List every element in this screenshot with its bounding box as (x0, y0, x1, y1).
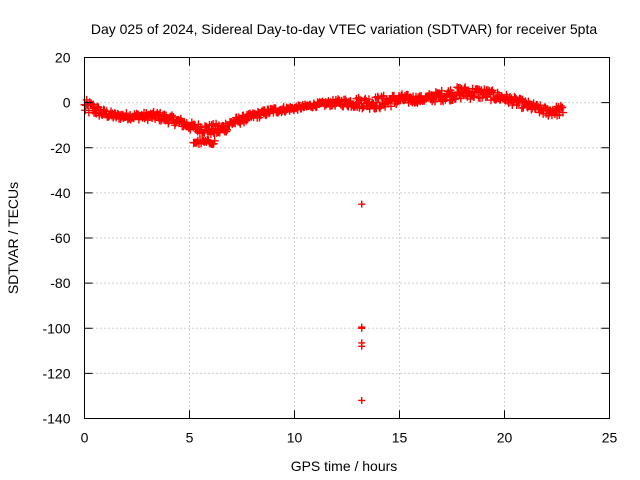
data-point (369, 99, 378, 108)
data-point (364, 95, 373, 104)
y-tick-label: -140 (42, 411, 70, 427)
y-tick-label: -20 (50, 140, 70, 156)
chart-title: Day 025 of 2024, Sidereal Day-to-day VTE… (91, 21, 598, 37)
y-tick-label: -40 (50, 185, 70, 201)
y-tick-label: 0 (63, 95, 71, 111)
x-axis-label: GPS time / hours (291, 458, 398, 474)
data-point (558, 103, 567, 112)
data-point (207, 121, 216, 130)
data-point (373, 98, 382, 107)
outlier-point (358, 324, 366, 332)
y-axis-label: SDTVAR / TECUs (5, 182, 21, 294)
y-tick-labels: 20 0 -20 -40 -60 -80 -100 -120 -140 (42, 50, 70, 427)
data-point (346, 97, 355, 106)
x-tick-label: 0 (81, 430, 89, 446)
data-point (556, 101, 565, 110)
data-point (122, 109, 131, 118)
data-point (160, 110, 169, 119)
axis-ticks (84, 57, 610, 419)
y-tick-label: -120 (42, 365, 70, 381)
x-tick-label: 5 (186, 430, 194, 446)
x-tick-labels: 0 5 10 15 20 25 (81, 430, 618, 446)
outlier-point (358, 200, 366, 208)
data-point (386, 102, 395, 111)
x-tick-label: 15 (392, 430, 408, 446)
data-point (450, 95, 459, 104)
data-point (222, 127, 231, 136)
data-point (464, 87, 473, 96)
data-point (400, 95, 409, 104)
data-point (210, 136, 219, 145)
outlier-point (358, 396, 366, 404)
y-tick-label: -80 (50, 275, 70, 291)
data-point (487, 87, 496, 96)
data-point (242, 116, 251, 125)
y-tick-label: 20 (55, 50, 71, 66)
x-tick-label: 25 (602, 430, 618, 446)
data-point (359, 102, 368, 111)
data-point (167, 111, 176, 120)
data-point (223, 125, 232, 134)
data-series (80, 83, 567, 404)
y-tick-label: -60 (50, 230, 70, 246)
data-point (201, 122, 210, 131)
data-point (558, 108, 567, 117)
outlier-point (358, 342, 366, 350)
x-tick-label: 20 (497, 430, 513, 446)
x-tick-label: 10 (287, 430, 303, 446)
data-point (483, 92, 492, 101)
grid-lines (84, 57, 610, 419)
y-tick-label: -100 (42, 320, 70, 336)
